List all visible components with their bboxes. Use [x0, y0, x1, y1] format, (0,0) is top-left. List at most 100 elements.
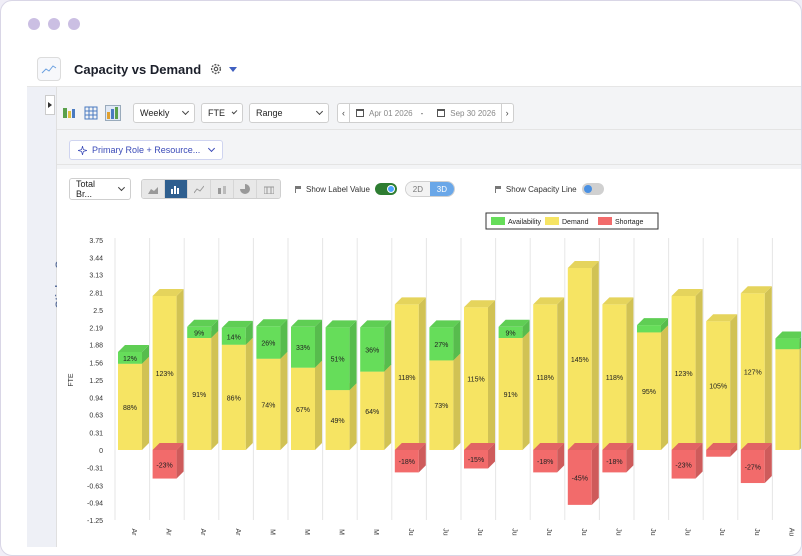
- availability-bar: [221, 320, 253, 345]
- shortage-bar: [671, 443, 703, 479]
- x-tick-label: Ju: [684, 528, 691, 536]
- availability-bar-front: [360, 327, 385, 372]
- demand-bar-side: [418, 297, 426, 450]
- show-capacity-line-toggle[interactable]: [581, 183, 604, 195]
- shortage-data-label: -45%: [572, 475, 588, 482]
- mode-2d-button[interactable]: 2D: [405, 182, 430, 196]
- window-dot-maximize[interactable]: [68, 18, 80, 30]
- demand-bar-side: [764, 286, 772, 450]
- x-tick-label: M: [338, 529, 345, 535]
- availability-bar: [118, 345, 149, 364]
- shortage-bar: [740, 443, 772, 484]
- x-tick-label: Ju: [614, 528, 621, 536]
- demand-data-label: 123%: [675, 371, 693, 378]
- shortage-data-label: -27%: [745, 465, 761, 472]
- demand-data-label: 118%: [606, 375, 623, 382]
- sidebar-expand-button[interactable]: [45, 95, 55, 115]
- demand-bar: [533, 297, 565, 450]
- y-tick-label: 0.31: [89, 431, 103, 438]
- availability-bar-front: [187, 326, 212, 338]
- demand-bar: [671, 289, 703, 450]
- demand-bar-side: [211, 331, 219, 450]
- previous-range-button[interactable]: ‹: [338, 104, 350, 122]
- shortage-bar-top: [394, 443, 426, 450]
- grid-view-icon[interactable]: [61, 105, 77, 121]
- gear-icon[interactable]: [209, 62, 223, 76]
- demand-data-label: 67%: [296, 407, 310, 414]
- stacked-chart-icon: [218, 185, 226, 194]
- y-tick-label: 1.88: [89, 343, 103, 350]
- demand-bar-side: [384, 364, 392, 450]
- dimension-switch: 2D 3D: [404, 181, 455, 197]
- demand-data-label: 73%: [434, 403, 448, 410]
- availability-bar-side: [799, 336, 801, 350]
- shortage-data-label: -18%: [606, 459, 622, 466]
- x-tick-label: Ju: [545, 528, 552, 536]
- legend-label: Shortage: [615, 219, 644, 226]
- toolbar: Weekly FTE Range ‹ Apr 01 2026 - Sep 30 …: [61, 101, 514, 125]
- window-dot-close[interactable]: [28, 18, 40, 30]
- demand-bar-front: [256, 358, 281, 450]
- demand-data-label: 88%: [123, 405, 137, 412]
- filter-row: Primary Role + Resource...: [57, 129, 801, 165]
- table-view-icon[interactable]: [83, 105, 99, 121]
- window-dot-minimize[interactable]: [48, 18, 60, 30]
- mode-3d-button[interactable]: 3D: [429, 182, 454, 196]
- show-label-value-label: Show Label Value: [306, 184, 370, 194]
- x-tick-label: Ju: [753, 528, 760, 536]
- chart-legend: Availability Demand Shortage: [485, 212, 659, 230]
- shortage-bar-side: [488, 443, 495, 469]
- availability-bar-side: [315, 319, 322, 368]
- y-tick-label: -0.63: [87, 483, 103, 490]
- availability-bar-front: [775, 338, 800, 350]
- shortage-bar-top: [671, 443, 703, 450]
- unit-select[interactable]: FTE: [201, 103, 243, 123]
- start-date-field[interactable]: Apr 01 2026: [369, 108, 413, 118]
- demand-bar-side: [557, 297, 565, 450]
- demand-data-label: 49%: [331, 418, 345, 425]
- chevron-down-icon[interactable]: [229, 66, 238, 72]
- x-tick-label: Ju: [580, 528, 587, 536]
- area-chart-button[interactable]: [142, 180, 165, 198]
- calendar-icon: [437, 109, 446, 117]
- y-tick-label: -0.31: [87, 465, 103, 472]
- show-label-value-toggle[interactable]: [374, 183, 397, 195]
- y-tick-label: 0.63: [89, 413, 103, 420]
- aggregate-select[interactable]: Total Br...: [69, 178, 131, 200]
- availability-data-label: 14%: [227, 334, 241, 341]
- availability-bar: [775, 331, 801, 350]
- column-chart-button[interactable]: [257, 180, 280, 198]
- shortage-bar-side: [557, 443, 565, 473]
- column-chart-icon: [263, 186, 274, 194]
- shortage-bar-front: [567, 450, 592, 505]
- show-capacity-line-label: Show Capacity Line: [505, 184, 577, 194]
- x-tick-label: Ju: [511, 528, 518, 536]
- end-date-field[interactable]: Sep 30 2026: [450, 108, 496, 118]
- legend-label: Availability: [508, 219, 541, 226]
- pie-chart-button[interactable]: [234, 180, 257, 198]
- role-resource-filter[interactable]: Primary Role + Resource...: [69, 140, 224, 160]
- bar-chart-button[interactable]: [165, 180, 188, 198]
- shortage-bar: [152, 443, 184, 479]
- flag-icon: [295, 185, 302, 193]
- stacked-chart-button[interactable]: [211, 180, 234, 198]
- range-mode-select[interactable]: Range: [249, 103, 329, 123]
- demand-bar-front: [602, 304, 627, 450]
- line-chart-button[interactable]: [188, 180, 211, 198]
- demand-bar: [602, 297, 634, 450]
- demand-bar-front: [429, 360, 454, 450]
- period-select[interactable]: Weekly: [133, 103, 195, 123]
- window-controls: [28, 18, 80, 30]
- next-range-button[interactable]: ›: [500, 104, 513, 122]
- demand-bar-front: [187, 338, 212, 450]
- shortage-bar-front: [706, 450, 731, 457]
- legend-label: Demand: [562, 219, 589, 226]
- shortage-bar-side: [626, 443, 634, 473]
- demand-bar-front: [740, 293, 765, 450]
- x-tick-label: Au: [787, 528, 794, 537]
- chart-view-icon[interactable]: [105, 105, 121, 121]
- demand-bar-top: [567, 261, 599, 268]
- demand-bar-front: [152, 296, 177, 450]
- demand-bar-side: [488, 300, 495, 450]
